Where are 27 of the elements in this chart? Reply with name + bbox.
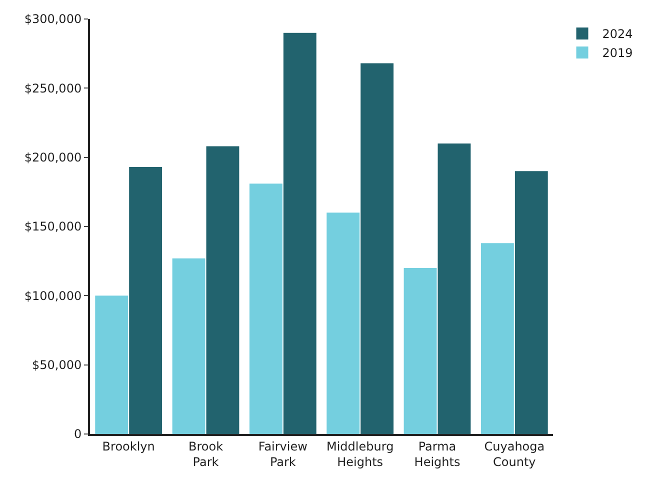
bar bbox=[480, 243, 514, 434]
y-tick-label: $150,000 bbox=[24, 220, 82, 234]
bar bbox=[249, 184, 282, 434]
x-tick-label: Fairview Park bbox=[258, 439, 308, 469]
bar bbox=[206, 146, 240, 434]
bar bbox=[283, 32, 316, 434]
y-tick-label: $200,000 bbox=[24, 150, 82, 165]
bar bbox=[95, 296, 128, 434]
bar bbox=[404, 268, 437, 434]
bar bbox=[172, 258, 206, 434]
bar bbox=[438, 144, 471, 434]
x-tick-label: Brooklyn bbox=[102, 439, 155, 454]
y-tick-label: $250,000 bbox=[24, 81, 82, 96]
y-tick-label: 0 bbox=[74, 427, 82, 442]
bar bbox=[360, 63, 394, 434]
x-tick-label: Middleburg Heights bbox=[326, 439, 394, 469]
y-tick-label: $300,000 bbox=[24, 12, 82, 26]
legend-label: 2024 bbox=[602, 27, 633, 42]
legend-label: 2019 bbox=[602, 46, 633, 60]
bar bbox=[129, 167, 162, 434]
x-tick-label: Parma Heights bbox=[414, 439, 460, 469]
y-tick-label: $50,000 bbox=[32, 358, 82, 372]
x-tick-label: Brook Park bbox=[188, 439, 224, 469]
x-tick-label: Cuyahoga County bbox=[484, 439, 545, 469]
bar bbox=[326, 212, 360, 434]
y-tick-label: $100,000 bbox=[24, 288, 82, 303]
bar bbox=[514, 171, 548, 434]
